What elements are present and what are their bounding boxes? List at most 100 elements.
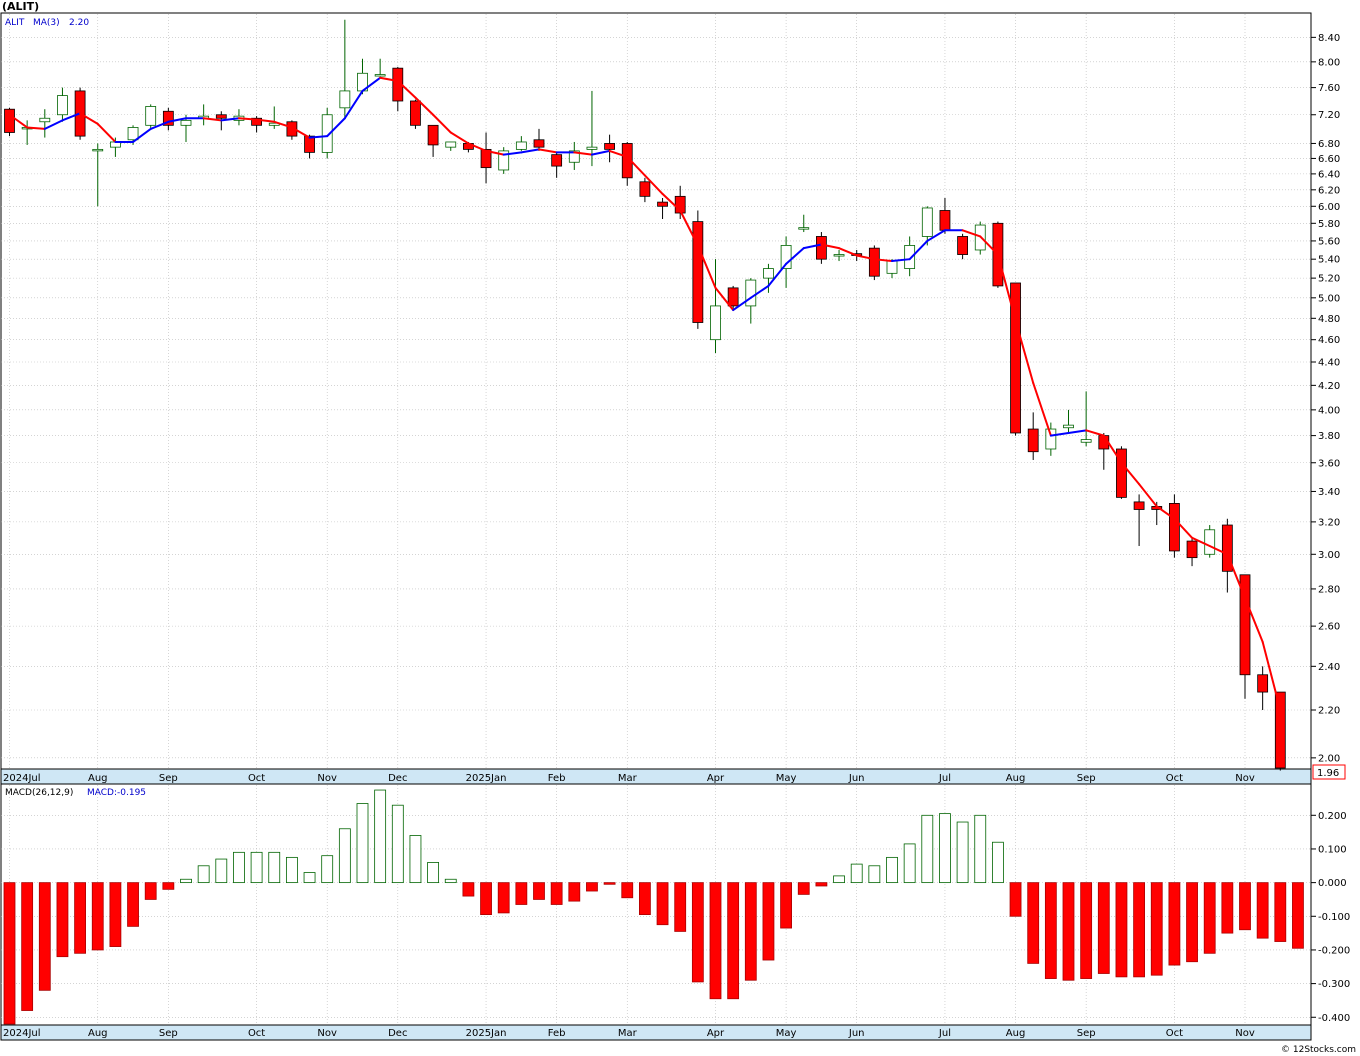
macd-bar-negative	[162, 882, 175, 890]
candle	[780, 236, 792, 288]
candle	[339, 19, 351, 119]
price-panel-frame	[0, 12, 1312, 785]
macd-bar-positive	[180, 878, 192, 884]
ma-segment	[732, 296, 752, 312]
candle-body-up	[568, 150, 580, 163]
candle-body-up	[586, 146, 598, 150]
macd-month-label: Oct	[248, 1028, 265, 1039]
macd-bar-negative	[780, 882, 792, 929]
macd-bar-negative	[38, 882, 51, 991]
candle	[904, 236, 916, 277]
candle	[1186, 537, 1198, 567]
candle-body-up	[445, 141, 457, 148]
candle	[304, 134, 315, 159]
price-tick-label: 2.60	[1318, 622, 1340, 633]
ma-segment	[8, 113, 29, 129]
ma-segment	[891, 258, 911, 263]
ma-segment	[873, 258, 893, 263]
candle-body-down	[1027, 428, 1039, 453]
macd-panel-frame	[0, 783, 1312, 1041]
candle	[162, 107, 174, 131]
macd-bar-negative	[533, 882, 545, 900]
macd-bar-positive	[886, 856, 898, 884]
macd-tick-label: 0.100	[1318, 844, 1347, 855]
price-month-label: 2025Jan	[466, 773, 507, 784]
price-axis-band	[0, 768, 1312, 785]
ma-segment	[1244, 596, 1264, 643]
candle	[727, 285, 739, 311]
candle	[1063, 409, 1074, 433]
candle	[410, 99, 421, 129]
ma-segment	[220, 117, 240, 122]
candle-body-down	[427, 124, 439, 146]
macd-bar-positive	[850, 863, 863, 884]
macd-legend-value: MACD:-0.195	[87, 788, 146, 798]
candle	[1204, 525, 1216, 558]
legend-ma-value: 2.20	[69, 18, 89, 28]
candle-body-down	[621, 143, 633, 179]
macd-month-label: Dec	[388, 1028, 407, 1039]
macd-bar-negative	[621, 882, 634, 899]
macd-bar-negative	[480, 882, 492, 915]
ma-segment	[132, 127, 152, 143]
ma-segment	[714, 286, 735, 312]
price-tick-label: 3.60	[1318, 458, 1340, 469]
macd-bar-negative	[1080, 882, 1093, 979]
macd-bar-negative	[744, 882, 757, 981]
price-tick-label: 4.20	[1318, 381, 1340, 392]
ma-segment	[1208, 544, 1229, 556]
price-month-label: Jul	[938, 773, 951, 784]
price-tick-label: 6.80	[1318, 139, 1340, 150]
macd-bar-negative	[797, 882, 810, 895]
ma-segment	[908, 239, 929, 261]
candle	[1169, 494, 1180, 558]
candle	[1116, 446, 1127, 499]
macd-bar-negative	[3, 882, 16, 1025]
chart-title: (ALIT)	[2, 0, 39, 13]
price-tick-label: 6.40	[1318, 169, 1340, 180]
macd-month-label: Nov	[1235, 1028, 1255, 1039]
macd-bar-positive	[868, 865, 881, 884]
moving-average-line	[8, 76, 1282, 712]
candle	[1133, 494, 1145, 546]
candle-body-up	[39, 117, 51, 123]
price-grid	[1, 14, 1311, 768]
ma-segment	[608, 149, 629, 158]
macd-bar-negative	[586, 882, 598, 892]
macd-bar-positive	[409, 835, 422, 884]
candle-body-up	[374, 74, 386, 77]
candle	[1080, 391, 1092, 447]
candle	[4, 107, 15, 137]
candle-body-down	[639, 181, 651, 197]
ma-segment	[502, 151, 523, 156]
macd-bar-negative	[1097, 882, 1110, 974]
candle	[816, 232, 827, 264]
candle	[515, 136, 527, 151]
candle-body-up	[921, 207, 933, 237]
price-tick-label: 5.60	[1318, 236, 1340, 247]
macd-bar-positive	[303, 872, 316, 884]
candle-body-up	[1080, 439, 1092, 443]
candle-body-up	[92, 148, 104, 152]
macd-bar-negative	[515, 882, 528, 905]
macd-bar-positive	[391, 804, 404, 884]
macd-month-labels: 2024Jul Aug Sep Oct Nov Dec 2025Jan Feb Mar Apr Ma…	[3, 1028, 1255, 1039]
macd-bar-positive	[921, 814, 934, 884]
macd-month-label: Feb	[548, 1028, 566, 1039]
candle-body-up	[145, 106, 157, 126]
candle	[1045, 422, 1057, 456]
ma-segment	[202, 117, 223, 122]
candle-body-down	[162, 110, 174, 126]
candle-body-up	[780, 245, 792, 269]
candle-body-down	[1239, 574, 1251, 676]
ma-segment	[467, 142, 488, 152]
candle	[321, 107, 333, 159]
macd-tick-label: -0.300	[1318, 979, 1350, 990]
candle-body-down	[551, 154, 563, 167]
candle	[180, 114, 192, 142]
macd-month-label: Apr	[707, 1028, 725, 1039]
candle-body-down	[1257, 674, 1269, 693]
ma-segment	[1032, 381, 1052, 437]
price-axis-ticks: 2.00 2.20 2.40 2.60 2.80 3.00 3.20 3.40 3.60 3.80…	[1311, 33, 1340, 764]
candle	[145, 104, 157, 129]
